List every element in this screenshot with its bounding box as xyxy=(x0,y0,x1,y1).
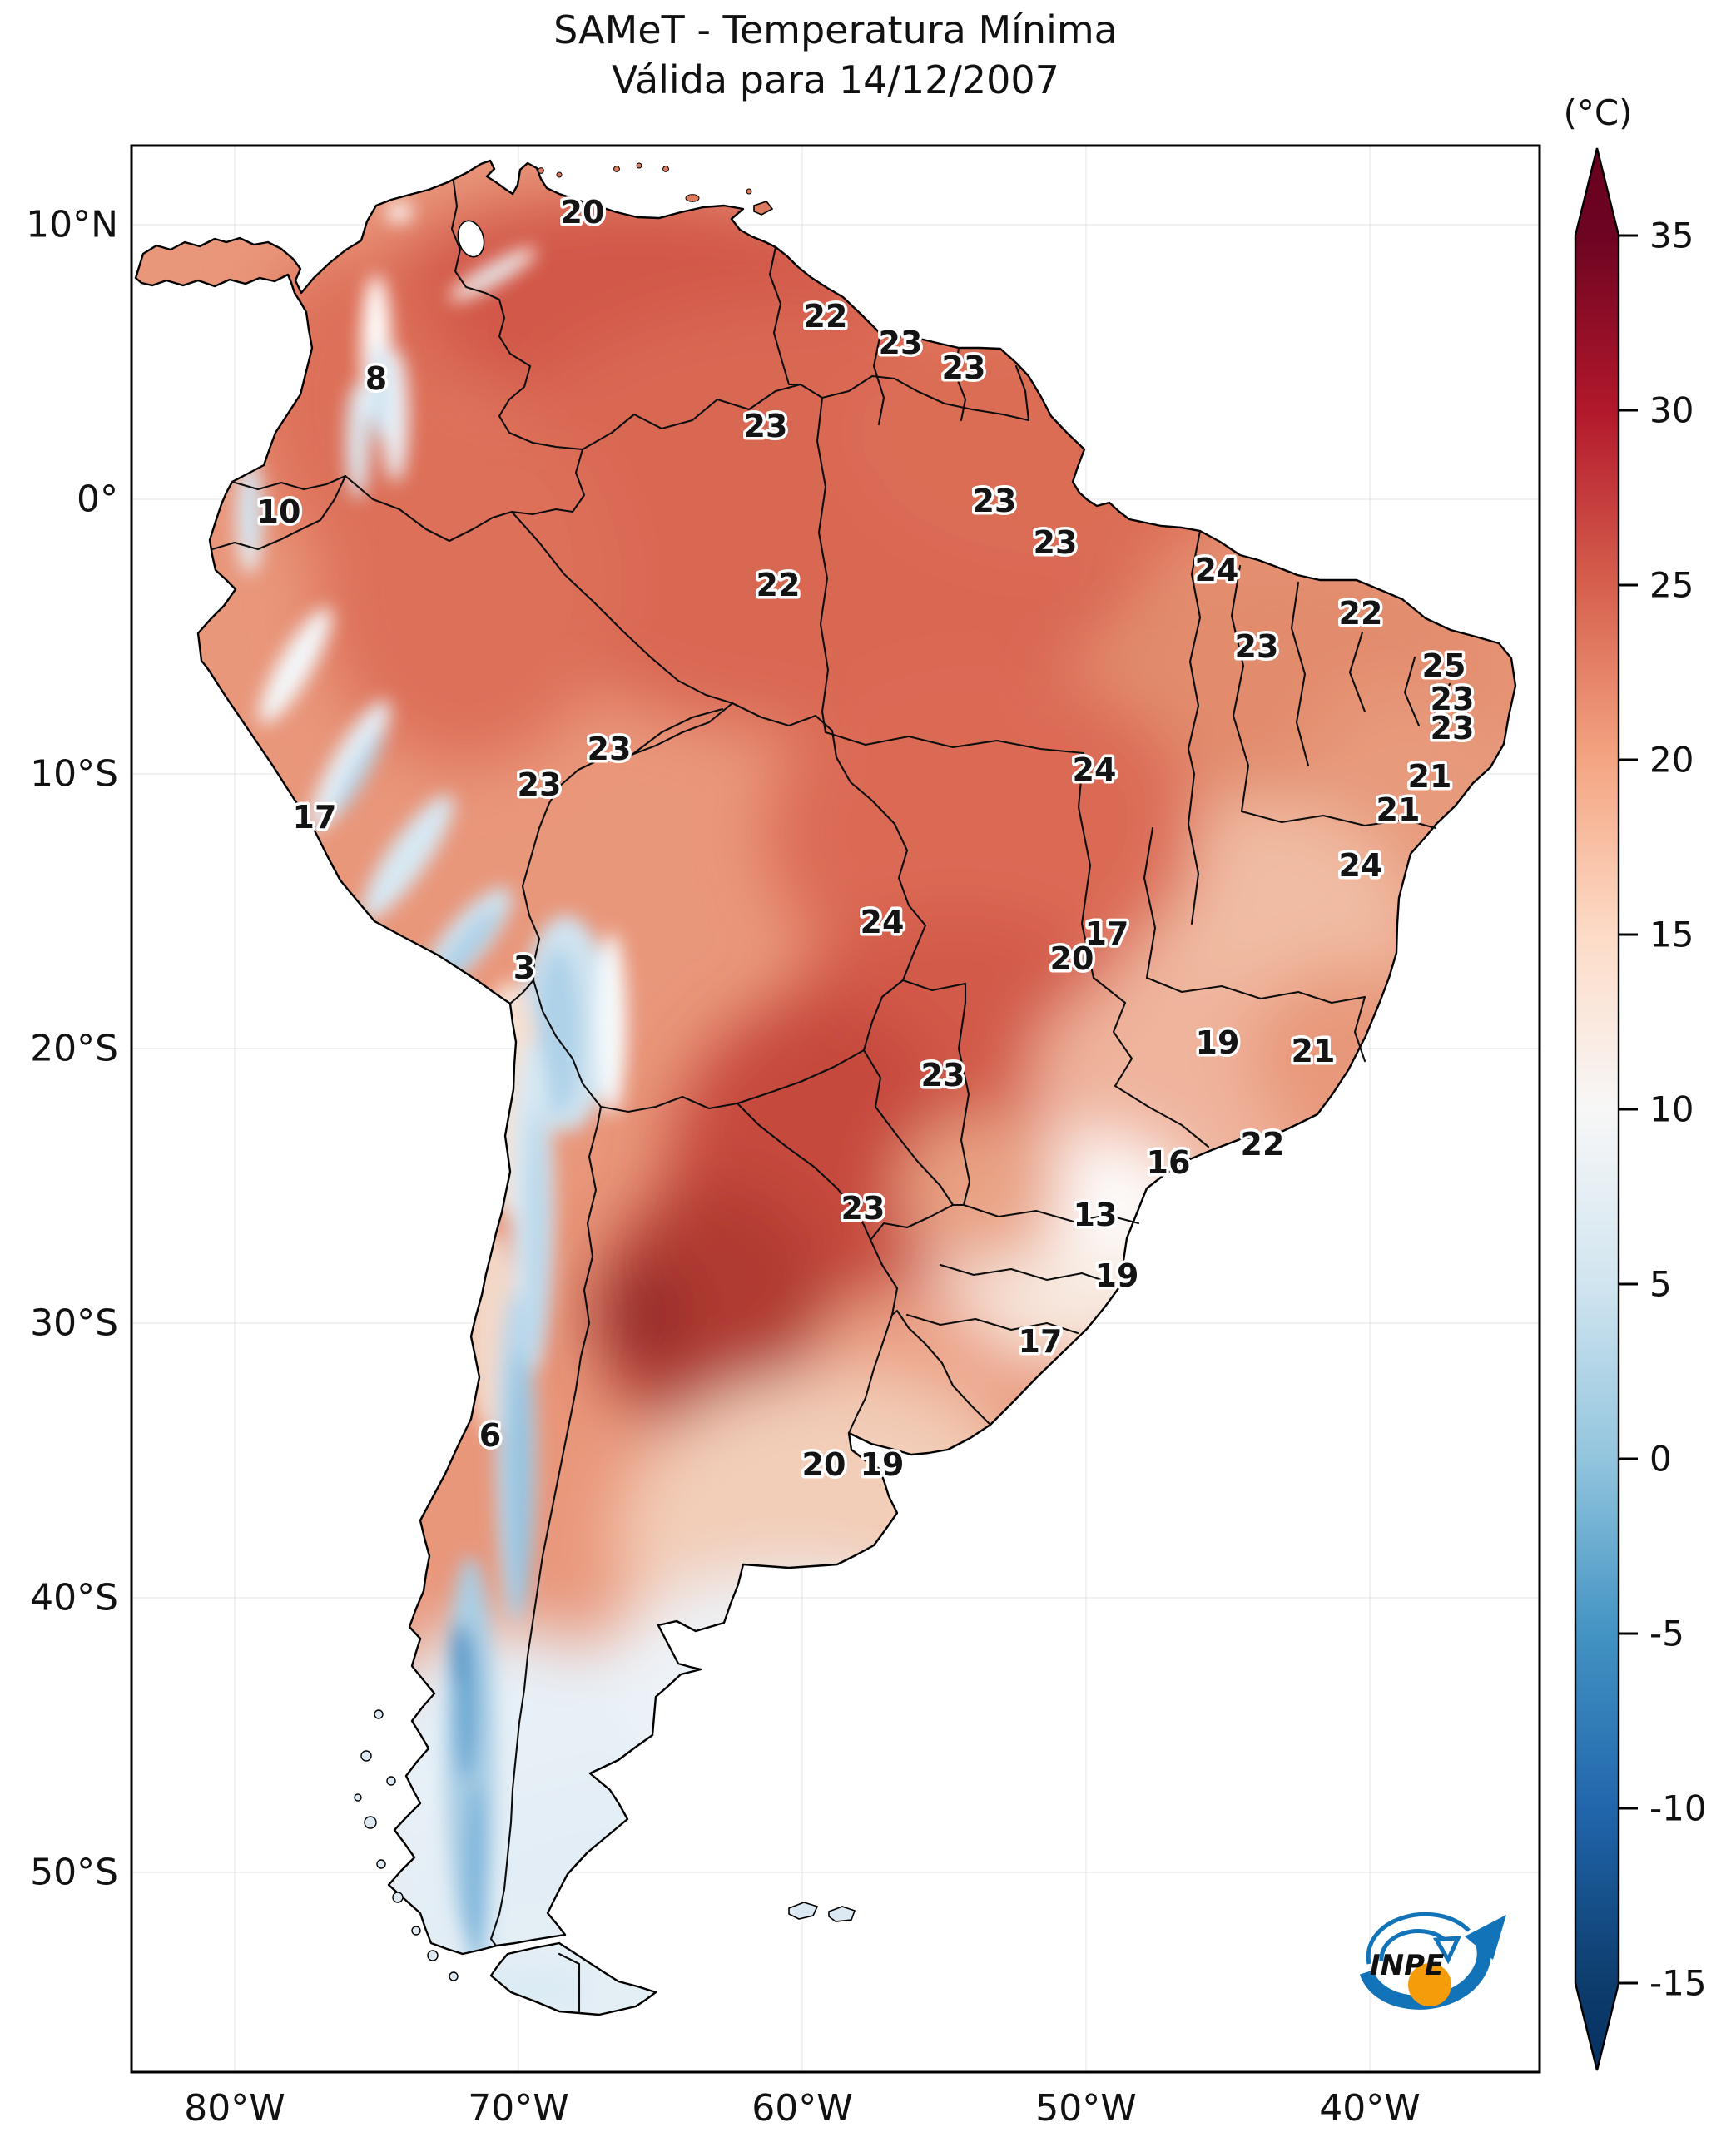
temp-label: 23 xyxy=(744,408,788,444)
logo-arrowhead xyxy=(1465,1915,1506,1960)
temp-label: 20 xyxy=(802,1446,846,1483)
colorbar-tick-label: 5 xyxy=(1649,1264,1672,1305)
inpe-logo: INPE xyxy=(1359,1912,1506,2010)
colorbar-tick-label: 20 xyxy=(1649,740,1694,781)
island-falkland-east xyxy=(828,1906,856,1922)
figure-title: SAMeT - Temperatura Mínima Válida para 1… xyxy=(553,7,1118,102)
colorbar-tick-label: 25 xyxy=(1649,565,1694,606)
temp-label: 17 xyxy=(293,799,337,836)
colorbar-tick-label: -15 xyxy=(1649,1963,1707,2004)
temp-label: 19 xyxy=(1095,1257,1139,1294)
lon-tick-label: 50°W xyxy=(1035,2087,1137,2130)
lat-tick-label: 40°S xyxy=(30,1577,118,1619)
lon-axis: 80°W 70°W 60°W 50°W 40°W xyxy=(184,2087,1421,2130)
island-falkland-west xyxy=(788,1902,819,1920)
lat-axis: 10°N 0° 10°S 20°S 30°S 40°S 50°S xyxy=(26,204,118,1894)
colorbar-tick-label: 15 xyxy=(1649,915,1694,955)
colorbar-tick-label: 30 xyxy=(1649,390,1694,431)
logo-outer-arc xyxy=(1366,1912,1471,1965)
temperature-labels: 20 22 23 23 8 23 10 23 23 24 22 22 23 25… xyxy=(254,191,1477,1486)
colorbar-tick-label: 10 xyxy=(1649,1089,1694,1130)
caribbean-islets xyxy=(538,162,752,202)
lon-tick-label: 40°W xyxy=(1319,2087,1421,2130)
lon-tick-label: 70°W xyxy=(468,2087,569,2130)
temp-label: 23 xyxy=(973,483,1017,519)
temp-label: 23 xyxy=(518,766,562,803)
map-frame xyxy=(130,144,1541,2074)
temp-label: 19 xyxy=(1196,1024,1240,1061)
temp-label: 23 xyxy=(1235,628,1279,665)
temp-label: 16 xyxy=(1147,1144,1191,1181)
lat-tick-label: 10°N xyxy=(26,204,118,246)
temp-label: 21 xyxy=(1292,1033,1336,1069)
temp-label: 24 xyxy=(1339,847,1383,884)
logo-inner-arc xyxy=(1379,1929,1446,1962)
colorbar-tick-label: -5 xyxy=(1649,1614,1684,1654)
temp-label: 24 xyxy=(861,904,905,940)
temp-label: 22 xyxy=(1241,1126,1285,1163)
lat-tick-label: 20°S xyxy=(30,1028,118,1070)
lat-tick-label: 30°S xyxy=(30,1302,118,1345)
temp-label: 23 xyxy=(879,325,923,361)
logo-swoosh xyxy=(1359,1943,1491,2010)
logo-orange-ball xyxy=(1408,1963,1451,2006)
logo-down-arrow xyxy=(1432,1936,1462,1965)
temp-label: 13 xyxy=(1074,1197,1118,1233)
temp-label: 17 xyxy=(1085,915,1129,952)
colorbar-tick-label: 35 xyxy=(1649,216,1694,256)
logo-wordmark: INPE xyxy=(1370,1949,1444,1982)
lon-tick-label: 60°W xyxy=(751,2087,853,2130)
title-line-1: SAMeT - Temperatura Mínima xyxy=(553,7,1118,52)
temp-label: 23 xyxy=(921,1057,965,1093)
temp-label: 20 xyxy=(1050,940,1094,977)
temp-label: 23 xyxy=(942,350,986,386)
temp-label: 24 xyxy=(1195,552,1239,588)
temp-label: 23 xyxy=(1431,681,1475,717)
temp-label: 8 xyxy=(365,360,387,397)
lat-tick-label: 0° xyxy=(77,478,118,521)
colorbar-bar xyxy=(1574,147,1620,2071)
title-line-2: Válida para 14/12/2007 xyxy=(612,57,1059,102)
temp-label: 21 xyxy=(1376,791,1421,828)
temp-label: 25 xyxy=(1422,647,1466,684)
temp-label: 17 xyxy=(1019,1323,1063,1360)
lat-tick-label: 50°S xyxy=(30,1852,118,1894)
lat-tick-label: 10°S xyxy=(30,753,118,796)
temp-label: 22 xyxy=(756,567,801,603)
colorbar-unit-label: (°C) xyxy=(1563,92,1632,133)
lon-tick-label: 80°W xyxy=(184,2087,285,2130)
lake-maracaibo xyxy=(457,220,485,258)
temp-label: 10 xyxy=(257,493,301,530)
temp-label: 6 xyxy=(479,1417,501,1454)
temp-label: 23 xyxy=(1034,524,1078,561)
temp-label: 23 xyxy=(588,731,632,767)
temp-label: 19 xyxy=(861,1446,905,1483)
colorbar-tick-marks xyxy=(1619,234,1638,1985)
colorbar-tick-label: 0 xyxy=(1649,1439,1672,1480)
fjord-islets xyxy=(354,1709,459,1981)
state-borders xyxy=(629,396,1451,1335)
temp-label: 23 xyxy=(841,1190,885,1227)
temp-label: 22 xyxy=(1339,595,1383,632)
colorbar: (°C) 35 30 25 20 15 10 5 0 -5 -10 -15 xyxy=(1563,92,1707,2071)
temp-label: 22 xyxy=(804,298,848,335)
colorbar-tick-label: -10 xyxy=(1649,1788,1707,1829)
temp-label: 23 xyxy=(1431,710,1475,746)
coastline xyxy=(134,159,1517,2016)
temp-label: 20 xyxy=(561,194,605,231)
temp-label: 3 xyxy=(513,950,535,986)
temp-label: 24 xyxy=(1073,751,1117,788)
temp-label: 21 xyxy=(1408,758,1452,795)
country-borders xyxy=(211,180,1030,2015)
island-trinidad xyxy=(753,201,774,216)
